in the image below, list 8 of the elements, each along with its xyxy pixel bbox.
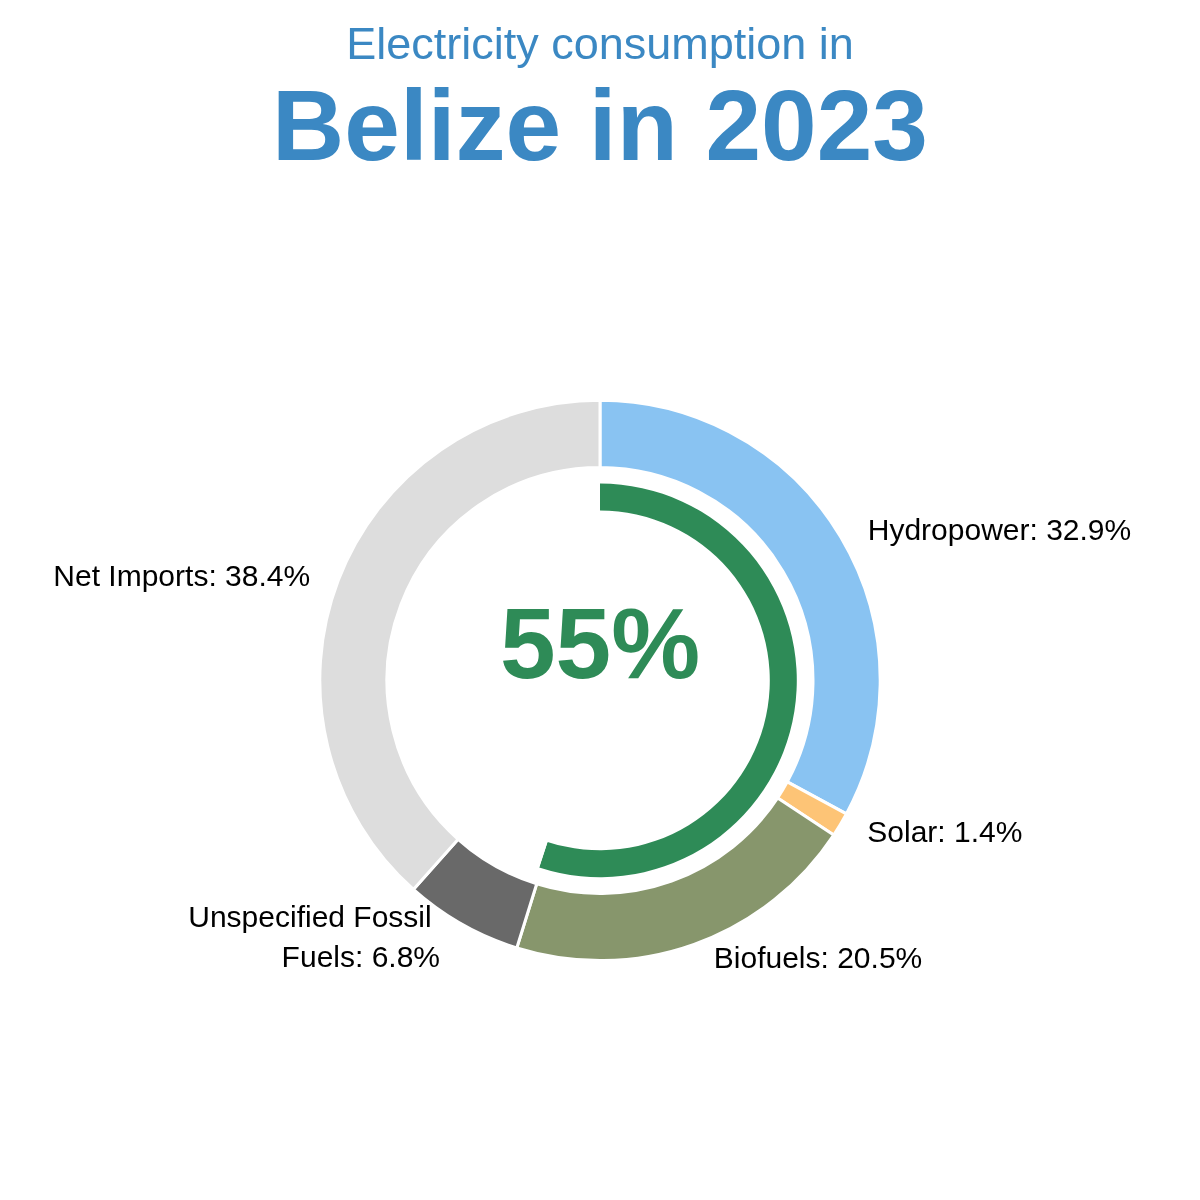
slice-label: Solar: 1.4%	[867, 815, 1023, 849]
slice-label: Biofuels: 20.5%	[713, 941, 923, 975]
slice-label: Net Imports: 38.4%	[53, 559, 311, 593]
slice-label: Hydropower: 32.9%	[867, 513, 1132, 547]
text: 55%	[499, 587, 701, 699]
slice-label: Unspecified Fossil Fuels: 6.8%	[188, 899, 441, 973]
chart-title: Belize in 2023	[272, 69, 928, 181]
chart-subtitle: Electricity consumption in	[346, 18, 854, 69]
